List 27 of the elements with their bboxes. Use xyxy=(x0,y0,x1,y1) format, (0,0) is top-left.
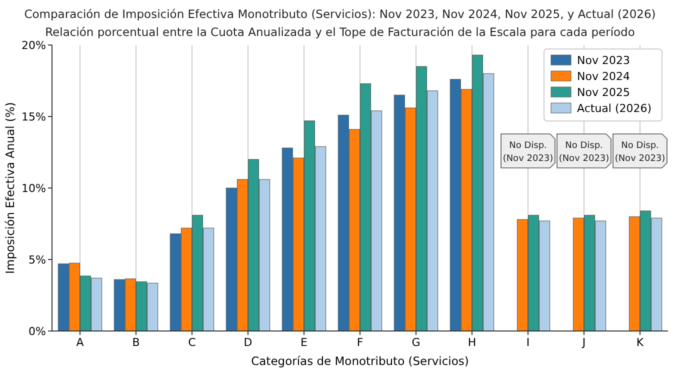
y-tick-label: 5% xyxy=(28,253,46,266)
x-tick-label: D xyxy=(244,336,252,349)
y-tick-label: 15% xyxy=(22,110,46,124)
y-axis-title: Imposición Efectiva Anual (%) xyxy=(3,102,17,274)
x-axis-title: Categorías de Monotributo (Servicios) xyxy=(251,354,469,368)
y-tick-label: 20% xyxy=(22,38,46,52)
legend-label: Nov 2025 xyxy=(577,86,630,99)
legend-label: Nov 2024 xyxy=(577,70,630,83)
annotation: No Disp. (Nov 2023) xyxy=(558,140,610,164)
x-tick-label: I xyxy=(526,336,530,349)
x-tick-label: H xyxy=(468,336,476,349)
x-tick-label: F xyxy=(356,336,364,349)
x-tick-label: K xyxy=(636,336,644,349)
legend-label: Nov 2023 xyxy=(577,54,630,67)
x-tick-label: G xyxy=(412,336,420,349)
x-tick-label: B xyxy=(132,336,140,349)
x-tick-label: C xyxy=(188,336,196,349)
chart-subtitle: Relación porcentual entre la Cuota Anualizada y el Tope de Facturación de la Escala para cada período xyxy=(45,25,635,39)
x-tick-label: J xyxy=(581,336,586,349)
annotation: No Disp. (Nov 2023) xyxy=(614,140,666,164)
legend-label: Actual (2026) xyxy=(577,102,652,115)
y-tick-label: 0% xyxy=(28,324,46,338)
annotation: No Disp. (Nov 2023) xyxy=(502,140,554,164)
chart-title: Comparación de Imposición Efectiva Monotributo (Servicios): Nov 2023, Nov 2024, Nov 2025, y Actual (2026) xyxy=(24,7,656,21)
x-tick-label: A xyxy=(76,336,84,349)
x-tick-label: E xyxy=(300,336,308,349)
y-tick-label: 10% xyxy=(22,182,46,195)
